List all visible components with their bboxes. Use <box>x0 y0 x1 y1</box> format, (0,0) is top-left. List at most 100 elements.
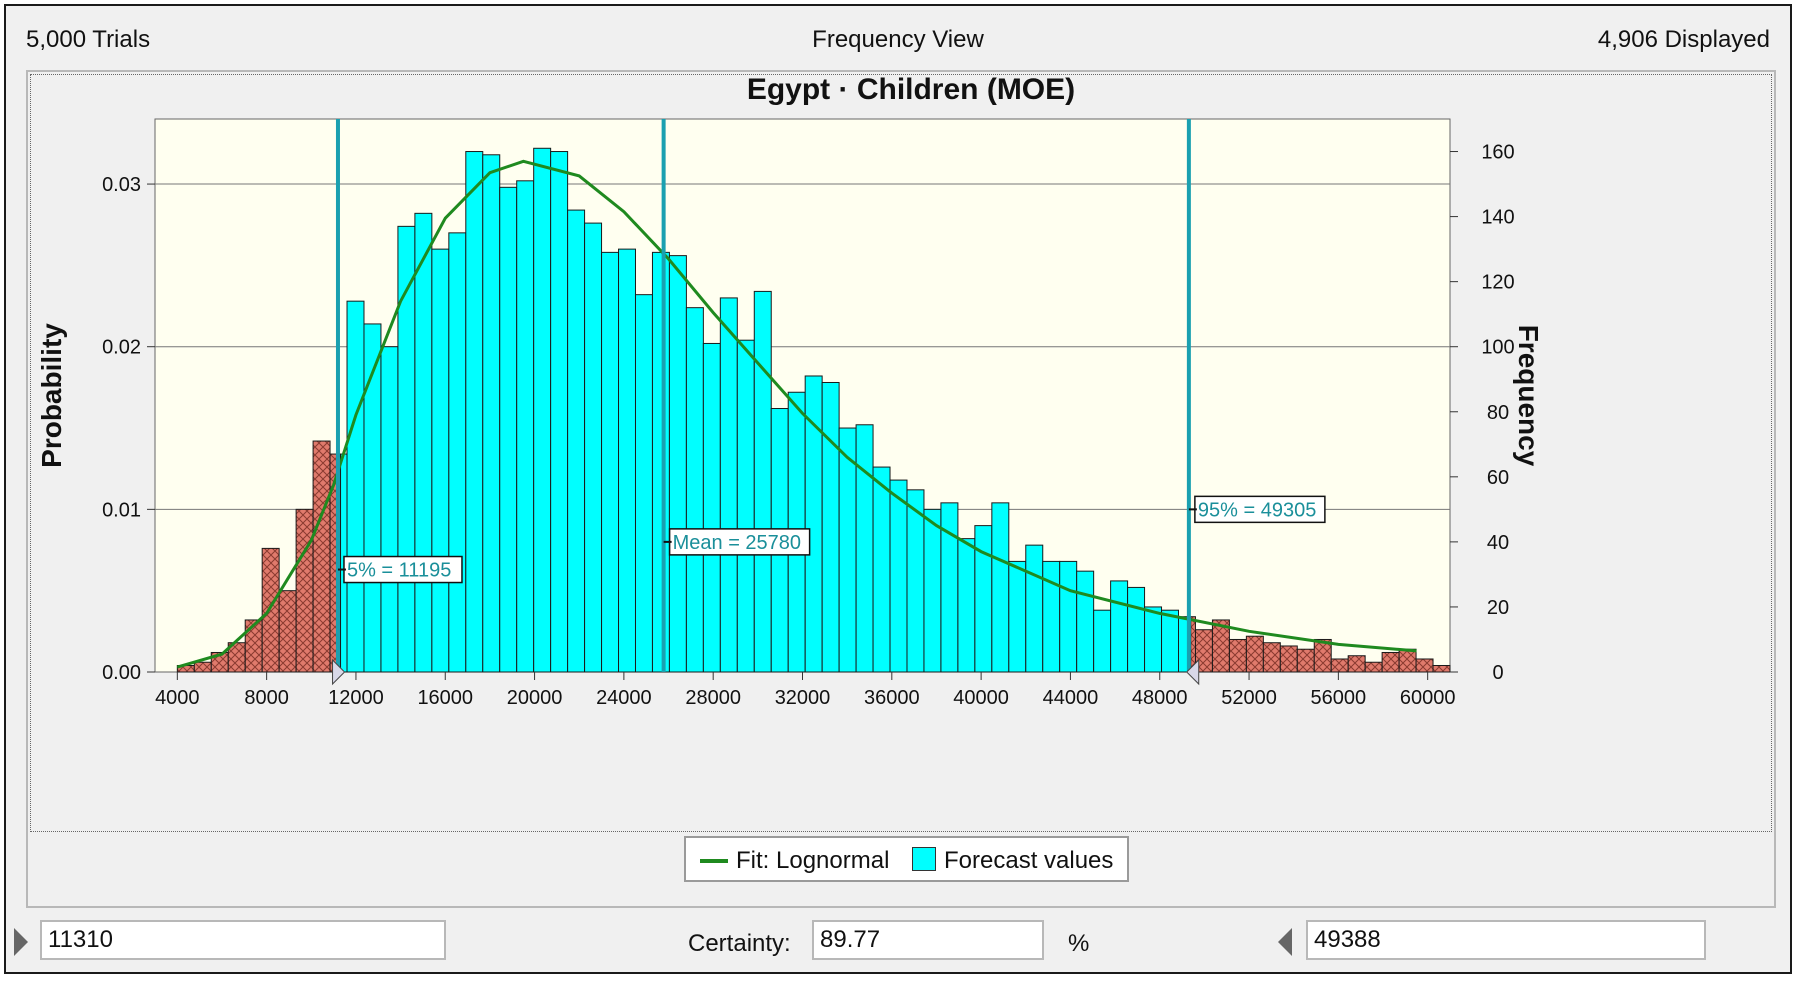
view-title: Frequency View <box>812 26 984 53</box>
y2-tick-label: 60 <box>1487 467 1509 489</box>
y2-tick-label: 140 <box>1481 207 1514 229</box>
histogram-bar <box>1127 586 1146 673</box>
histogram-bar <box>821 381 840 673</box>
histogram-bar <box>1228 638 1247 673</box>
marker-label: 5% = 11195 <box>347 560 451 582</box>
histogram-bar <box>1364 661 1383 673</box>
forecast-window: 5,000 Trials Frequency View 4,906 Displa… <box>4 4 1792 974</box>
histogram-bar <box>1415 658 1434 673</box>
histogram-bar <box>516 180 535 673</box>
histogram-bar <box>1381 651 1400 673</box>
histogram-bar <box>1347 655 1366 673</box>
chart-panel: Egypt · Children (MOE) 5% = 11195 Mean = … <box>30 73 1772 832</box>
legend-fit-label: Fit: Lognormal <box>736 847 890 874</box>
histogram-bar <box>872 466 891 673</box>
histogram-bar <box>567 209 586 673</box>
x-tick-label: 4000 <box>155 687 200 709</box>
histogram-bar <box>668 255 687 673</box>
histogram-bar <box>499 186 518 673</box>
y2-tick-label: 40 <box>1487 532 1509 554</box>
legend: Fit: Lognormal Forecast values <box>684 836 1129 882</box>
histogram-bar <box>906 489 925 673</box>
certainty-input[interactable] <box>812 920 1044 960</box>
trials-count: 5,000 Trials <box>26 26 151 53</box>
histogram-bar <box>346 300 365 673</box>
left-value-input[interactable] <box>40 920 446 960</box>
histogram-bar <box>634 294 653 673</box>
marker-label: 95% = 49305 <box>1198 499 1316 521</box>
left-grabber-handle <box>332 658 346 686</box>
x-tick-label: 52000 <box>1221 687 1277 709</box>
histogram-bar <box>244 619 263 673</box>
header-bar: 5,000 Trials Frequency View 4,906 Displa… <box>6 6 1790 70</box>
histogram-bar <box>261 547 280 673</box>
histogram-bar <box>1313 638 1332 673</box>
histogram-bar <box>736 339 755 673</box>
x-tick-label: 24000 <box>596 687 652 709</box>
histogram-bar <box>889 479 908 673</box>
histogram-bar <box>1279 645 1298 673</box>
histogram-bar <box>295 508 314 673</box>
histogram-bar <box>1076 570 1095 673</box>
x-tick-label: 40000 <box>953 687 1009 709</box>
y-axis-label: Probability <box>36 323 67 468</box>
y2-tick-label: 0 <box>1492 662 1503 684</box>
histogram-bar <box>685 307 704 673</box>
histogram-bar <box>753 290 772 673</box>
histogram-bar <box>584 222 603 673</box>
histogram-bar <box>991 502 1010 673</box>
chart-frame: Egypt · Children (MOE) 5% = 11195 Mean = … <box>26 70 1776 908</box>
histogram-bar <box>1398 648 1417 673</box>
lognormal-fit-curve <box>176 159 1417 669</box>
histogram-bar <box>855 424 874 673</box>
x-tick-label: 32000 <box>775 687 831 709</box>
marker-label-box <box>668 528 811 556</box>
y2-tick-label: 160 <box>1481 142 1514 164</box>
x-tick-label: 60000 <box>1400 687 1456 709</box>
histogram-bar <box>380 346 399 673</box>
histogram-bar <box>1296 648 1315 673</box>
histogram-bar <box>651 251 670 673</box>
x-tick-label: 20000 <box>507 687 563 709</box>
marker-label: Mean = 25780 <box>673 532 801 554</box>
histogram-bar <box>923 508 942 673</box>
x-tick-label: 44000 <box>1043 687 1099 709</box>
displayed-count: 4,906 Displayed <box>1597 26 1770 53</box>
x-tick-label: 56000 <box>1311 687 1367 709</box>
y-tick-label: 0.00 <box>102 662 141 684</box>
legend-forecast-label: Forecast values <box>944 847 1114 874</box>
right-grabber-icon[interactable] <box>1278 928 1292 956</box>
histogram-bar <box>957 538 976 673</box>
x-tick-label: 28000 <box>685 687 741 709</box>
histogram-bar <box>1025 544 1044 673</box>
y2-tick-label: 100 <box>1481 337 1514 359</box>
right-value-input[interactable] <box>1306 920 1706 960</box>
histogram-bar <box>1042 560 1061 673</box>
histogram-bar <box>1330 658 1349 673</box>
histogram-bar <box>278 590 297 673</box>
y2-tick-label: 120 <box>1481 272 1514 294</box>
histogram-bar <box>448 232 467 673</box>
histogram-bar <box>838 427 857 673</box>
histogram-bar <box>1008 560 1027 673</box>
histogram-bar <box>719 297 738 673</box>
histogram-bar <box>1432 664 1451 673</box>
histogram-bar <box>601 251 620 673</box>
histogram-bar <box>1262 642 1281 673</box>
x-tick-label: 48000 <box>1132 687 1188 709</box>
certainty-controls: Certainty: % <box>6 912 1790 962</box>
x-tick-label: 16000 <box>417 687 473 709</box>
histogram-bar <box>702 342 721 673</box>
frequency-chart: Egypt · Children (MOE) 5% = 11195 Mean = … <box>36 73 1544 709</box>
histogram-bar <box>193 661 212 673</box>
certainty-label: Certainty: <box>688 930 791 957</box>
histogram-bar <box>974 525 993 673</box>
histogram-bar <box>550 151 569 673</box>
x-tick-label: 8000 <box>244 687 289 709</box>
x-tick-label: 12000 <box>328 687 384 709</box>
histogram-bar <box>1093 609 1112 673</box>
right-grabber-handle <box>1186 658 1200 686</box>
histogram-bar <box>533 147 552 673</box>
histogram-bar <box>1161 609 1179 673</box>
left-grabber-icon[interactable] <box>14 928 28 956</box>
